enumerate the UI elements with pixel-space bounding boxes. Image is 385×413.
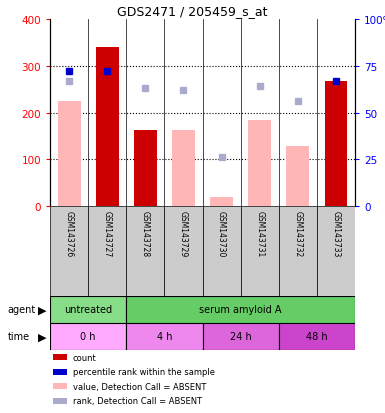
- Bar: [96, 48, 119, 206]
- Text: agent: agent: [8, 305, 36, 315]
- Bar: [53, 383, 67, 389]
- Text: time: time: [8, 332, 30, 342]
- Bar: [126, 323, 203, 350]
- Text: untreated: untreated: [64, 305, 112, 315]
- Bar: [325, 81, 347, 206]
- Text: 0 h: 0 h: [80, 332, 96, 342]
- Text: 24 h: 24 h: [230, 332, 251, 342]
- Bar: [172, 131, 195, 206]
- Bar: [50, 206, 88, 296]
- Bar: [248, 121, 271, 206]
- Text: GSM143726: GSM143726: [65, 211, 74, 257]
- Bar: [210, 197, 233, 206]
- Bar: [53, 398, 67, 404]
- Bar: [126, 296, 355, 323]
- Bar: [126, 206, 164, 296]
- Text: GSM143727: GSM143727: [103, 211, 112, 257]
- Text: GDS2471 / 205459_s_at: GDS2471 / 205459_s_at: [117, 5, 268, 18]
- Text: rank, Detection Call = ABSENT: rank, Detection Call = ABSENT: [73, 396, 202, 405]
- Bar: [317, 206, 355, 296]
- Text: serum amyloid A: serum amyloid A: [199, 305, 282, 315]
- Text: GSM143728: GSM143728: [141, 211, 150, 257]
- Bar: [53, 369, 67, 375]
- Text: GSM143732: GSM143732: [293, 211, 302, 257]
- Text: ▶: ▶: [38, 332, 46, 342]
- Text: GSM143730: GSM143730: [217, 211, 226, 257]
- Bar: [164, 206, 203, 296]
- Bar: [53, 354, 67, 360]
- Text: count: count: [73, 353, 97, 362]
- Bar: [88, 206, 126, 296]
- Text: GSM143733: GSM143733: [331, 211, 340, 257]
- Text: GSM143729: GSM143729: [179, 211, 188, 257]
- Text: 48 h: 48 h: [306, 332, 328, 342]
- Text: GSM143731: GSM143731: [255, 211, 264, 257]
- Bar: [286, 147, 309, 206]
- Bar: [134, 131, 157, 206]
- Bar: [279, 323, 355, 350]
- Text: 4 h: 4 h: [157, 332, 172, 342]
- Bar: [50, 296, 126, 323]
- Bar: [58, 102, 80, 206]
- Bar: [241, 206, 279, 296]
- Text: percentile rank within the sample: percentile rank within the sample: [73, 367, 215, 376]
- Bar: [50, 323, 126, 350]
- Bar: [203, 323, 279, 350]
- Text: value, Detection Call = ABSENT: value, Detection Call = ABSENT: [73, 382, 206, 391]
- Text: ▶: ▶: [38, 305, 46, 315]
- Bar: [279, 206, 317, 296]
- Bar: [203, 206, 241, 296]
